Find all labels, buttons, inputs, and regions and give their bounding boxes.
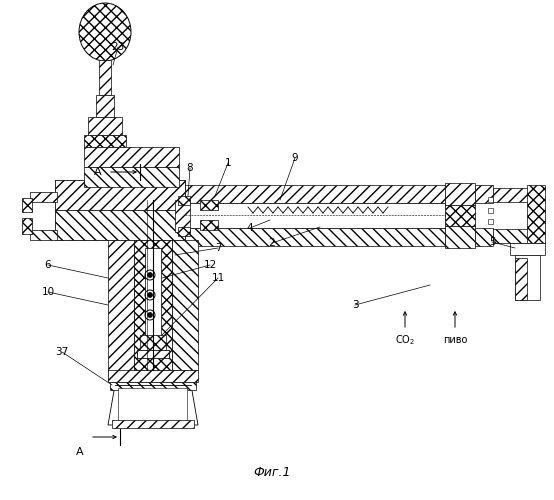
- Circle shape: [147, 312, 152, 318]
- Text: 8: 8: [187, 163, 193, 173]
- Bar: [178, 196, 190, 205]
- Text: 11: 11: [212, 273, 224, 283]
- Bar: [88, 117, 122, 135]
- Bar: [110, 382, 196, 390]
- Text: 5: 5: [489, 237, 495, 247]
- Bar: [96, 95, 114, 117]
- Bar: [515, 258, 527, 300]
- Bar: [515, 255, 540, 300]
- Bar: [99, 60, 111, 95]
- Bar: [172, 240, 198, 370]
- Bar: [445, 205, 475, 226]
- Bar: [55, 210, 185, 240]
- Bar: [488, 219, 493, 224]
- Bar: [55, 180, 185, 240]
- Bar: [55, 180, 185, 240]
- Circle shape: [147, 292, 152, 298]
- Ellipse shape: [79, 3, 131, 61]
- Text: 10: 10: [42, 287, 54, 297]
- Bar: [200, 200, 218, 210]
- Bar: [185, 185, 445, 203]
- Bar: [84, 135, 126, 147]
- Text: А: А: [94, 167, 102, 177]
- Text: 1: 1: [225, 158, 232, 168]
- Polygon shape: [108, 385, 198, 425]
- Text: 2: 2: [269, 238, 275, 248]
- Bar: [134, 240, 172, 370]
- Bar: [22, 198, 32, 212]
- Text: 6: 6: [45, 260, 52, 270]
- Bar: [108, 370, 198, 382]
- Bar: [445, 183, 475, 205]
- Text: 7: 7: [215, 243, 221, 253]
- Bar: [84, 147, 179, 167]
- Bar: [445, 226, 475, 248]
- Bar: [488, 197, 493, 202]
- Bar: [55, 180, 185, 210]
- Bar: [84, 167, 179, 187]
- Bar: [22, 218, 32, 234]
- Bar: [510, 243, 545, 255]
- Bar: [145, 248, 161, 348]
- Text: 9: 9: [292, 153, 298, 163]
- Bar: [475, 185, 493, 203]
- Bar: [185, 203, 445, 228]
- Text: 12: 12: [203, 260, 217, 270]
- Bar: [140, 335, 166, 350]
- Text: 37: 37: [55, 347, 69, 357]
- Bar: [178, 227, 190, 236]
- Bar: [137, 350, 169, 358]
- Bar: [137, 350, 169, 358]
- Bar: [108, 240, 134, 380]
- Text: CO$_2$: CO$_2$: [395, 333, 415, 347]
- Bar: [185, 228, 445, 246]
- Text: 3: 3: [352, 300, 358, 310]
- Bar: [112, 420, 194, 428]
- Text: пиво: пиво: [443, 335, 467, 345]
- Text: А: А: [76, 447, 84, 457]
- Bar: [475, 228, 493, 246]
- Bar: [488, 208, 493, 213]
- Bar: [493, 229, 533, 243]
- Bar: [30, 230, 57, 240]
- Bar: [134, 240, 172, 370]
- Bar: [527, 185, 545, 243]
- Bar: [118, 388, 187, 422]
- Text: 23: 23: [111, 42, 125, 52]
- Bar: [30, 192, 57, 202]
- Text: Фиг.1: Фиг.1: [253, 466, 291, 478]
- Bar: [200, 220, 218, 230]
- Circle shape: [147, 272, 152, 278]
- Text: 4: 4: [247, 223, 253, 233]
- Bar: [175, 200, 190, 232]
- Bar: [493, 188, 533, 202]
